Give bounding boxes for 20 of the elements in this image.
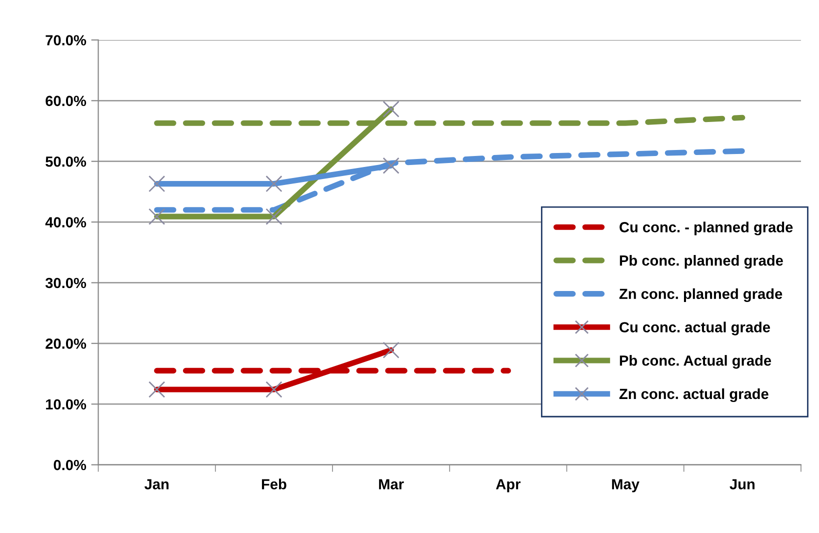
legend-label: Cu conc. actual grade [620, 322, 770, 336]
y-tick-label: 10.0% [46, 399, 86, 410]
x-tick-label: May [612, 479, 640, 492]
y-tick-label: 30.0% [45, 278, 86, 288]
legend-label: Zn conc. actual grade [619, 388, 768, 402]
x-tick-label: Jan [144, 479, 168, 490]
legend-label: Pb conc. Actual grade [620, 355, 772, 369]
y-tick-label: 70.0% [46, 35, 86, 46]
x-tick-label: Jun [730, 479, 754, 490]
y-tick-label: 20.0% [46, 338, 86, 349]
legend-label: Cu conc. - planned grade [620, 222, 793, 236]
legend-label: Pb conc. planned grade [620, 255, 783, 269]
y-tick-label: 0.0% [54, 460, 86, 470]
legend-label: Zn conc. planned grade [619, 288, 782, 302]
y-tick-label: 40.0% [45, 217, 86, 228]
x-tick-label: Apr [496, 479, 521, 492]
x-tick-label: Feb [262, 478, 286, 490]
x-tick-label: Mar [379, 479, 404, 490]
y-tick-label: 50.0% [46, 156, 86, 167]
y-tick-label: 60.0% [46, 96, 86, 106]
